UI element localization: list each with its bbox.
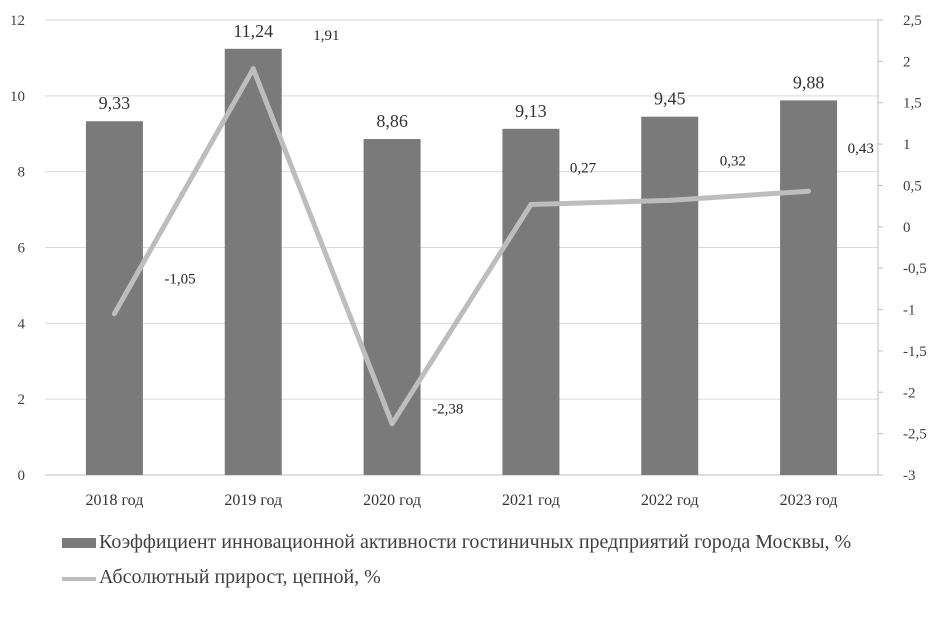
bar: [502, 128, 560, 475]
line-series: [111, 66, 812, 427]
category-label: 2020 год: [363, 492, 421, 509]
legend-bar-label: Коэффициент инновационной активности гос…: [99, 531, 852, 553]
right-tick-label: -1,5: [903, 344, 927, 360]
bar: [85, 121, 143, 476]
bar-data-label: 9,45: [654, 89, 686, 109]
line-point: [667, 197, 673, 203]
right-tick-label: -3: [903, 468, 916, 484]
right-tick-label: 2,5: [903, 13, 922, 29]
line-path: [111, 66, 812, 427]
right-tick-label: 0,5: [903, 178, 922, 194]
gridlines: [45, 19, 878, 476]
category-label: 2018 год: [85, 492, 143, 509]
right-axis-ticks: -3 -2,5 -2 -1,5 -1 -0,5 0 0,5 1 1,5 2 2,5: [877, 13, 927, 484]
right-tick-label: -1: [903, 303, 916, 319]
line-point: [250, 66, 256, 72]
bar: [224, 48, 282, 476]
bar-data-label: 8,86: [376, 111, 408, 131]
right-tick-label: 1,5: [903, 96, 922, 112]
bar-data-label: 9,13: [515, 101, 547, 121]
combo-chart: 0 2 4 6 8 10 12 -3 -2,5 -2 -1,5 -1 -0,5 0 0,5 1 1,5 2 2,5…: [10, 13, 927, 509]
bar-data-label: 9,88: [793, 72, 825, 92]
legend-bar-swatch: [62, 538, 96, 548]
category-label: 2019 год: [224, 492, 282, 509]
line-point: [111, 311, 117, 317]
left-tick-label: 10: [10, 89, 25, 105]
left-tick-label: 12: [10, 13, 25, 29]
left-tick-label: 8: [18, 165, 26, 181]
right-tick-label: 0: [903, 220, 911, 236]
right-tick-label: 2: [903, 54, 911, 70]
left-tick-label: 6: [18, 241, 26, 257]
left-tick-label: 4: [18, 316, 26, 332]
line-data-label: -2,38: [432, 402, 463, 418]
right-tick-label: -2,5: [903, 427, 927, 443]
line-data-label: 0,27: [570, 160, 597, 176]
bar: [641, 116, 699, 475]
right-tick-label: -2: [903, 385, 916, 401]
left-axis-ticks: 0 2 4 6 8 10 12: [10, 13, 26, 484]
bar-data-label: 9,33: [99, 93, 131, 113]
legend-line-label: Абсолютный прирост, цепной, %: [99, 566, 381, 588]
line-data-label: -1,05: [164, 272, 195, 288]
line-point: [389, 421, 395, 427]
category-label: 2023 год: [780, 492, 838, 509]
category-axis: 2018 год 2019 год 2020 год 2021 год 2022 год…: [85, 492, 837, 509]
legend: Коэффициент инновационной активности гос…: [0, 530, 937, 590]
legend-item-line: Абсолютный прирост, цепной, %: [62, 565, 937, 590]
left-tick-label: 0: [18, 468, 26, 484]
line-data-labels: -1,05 1,91 -2,38 0,27 0,32 0,43: [164, 28, 873, 418]
bar-data-labels: 9,33 11,24 8,86 9,13 9,45 9,88: [99, 21, 825, 131]
bar-series: [85, 48, 838, 476]
legend-item-bar: Коэффициент инновационной активности гос…: [62, 530, 937, 555]
line-data-label: 0,43: [848, 141, 874, 157]
bar-data-label: 11,24: [233, 21, 273, 41]
right-tick-label: 1: [903, 137, 911, 153]
line-point: [528, 201, 534, 207]
bar: [780, 100, 838, 475]
left-tick-label: 2: [18, 392, 26, 408]
legend-line-swatch: [62, 577, 96, 581]
right-tick-label: -0,5: [903, 261, 927, 277]
line-data-label: 1,91: [313, 28, 339, 44]
category-label: 2021 год: [502, 492, 560, 509]
line-data-label: 0,32: [720, 153, 746, 169]
category-label: 2022 год: [641, 492, 699, 509]
line-point: [806, 188, 812, 194]
